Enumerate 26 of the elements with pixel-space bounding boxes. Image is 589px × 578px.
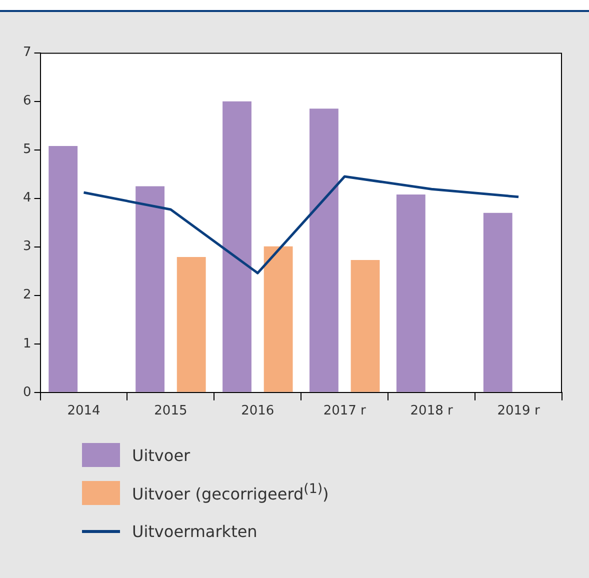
bar — [136, 186, 165, 392]
x-tick-label: 2014 — [67, 404, 100, 419]
bar — [222, 101, 252, 392]
y-tick-label: 0 — [22, 384, 32, 400]
x-tick-label: 2018 r — [410, 404, 454, 419]
y-tick-label: 6 — [22, 94, 32, 109]
legend-label: Uitvoer — [132, 446, 190, 464]
bar — [176, 257, 206, 392]
legend-label: Uitvoermarkten — [132, 522, 258, 540]
x-tick-label: 2015 — [154, 404, 188, 419]
y-tick-label: 2 — [22, 288, 32, 303]
bar — [48, 146, 78, 392]
y-tick-label: 7 — [22, 45, 32, 60]
x-tick-label: 2017 r — [323, 404, 367, 419]
x-tick-label: 2016 — [241, 404, 274, 419]
bar — [264, 246, 293, 392]
y-tick-label: 1 — [22, 336, 32, 352]
y-tick-label: 4 — [22, 190, 32, 206]
bar — [483, 212, 512, 392]
bar — [350, 260, 380, 392]
y-tick-label: 5 — [22, 142, 32, 158]
legend-label: Uitvoer (gecorrigeerd$^{(1)}$) — [132, 482, 329, 504]
y-tick-label: 3 — [22, 239, 32, 254]
bar — [396, 194, 426, 392]
x-tick-label: 2019 r — [497, 404, 540, 419]
bar — [310, 108, 338, 392]
